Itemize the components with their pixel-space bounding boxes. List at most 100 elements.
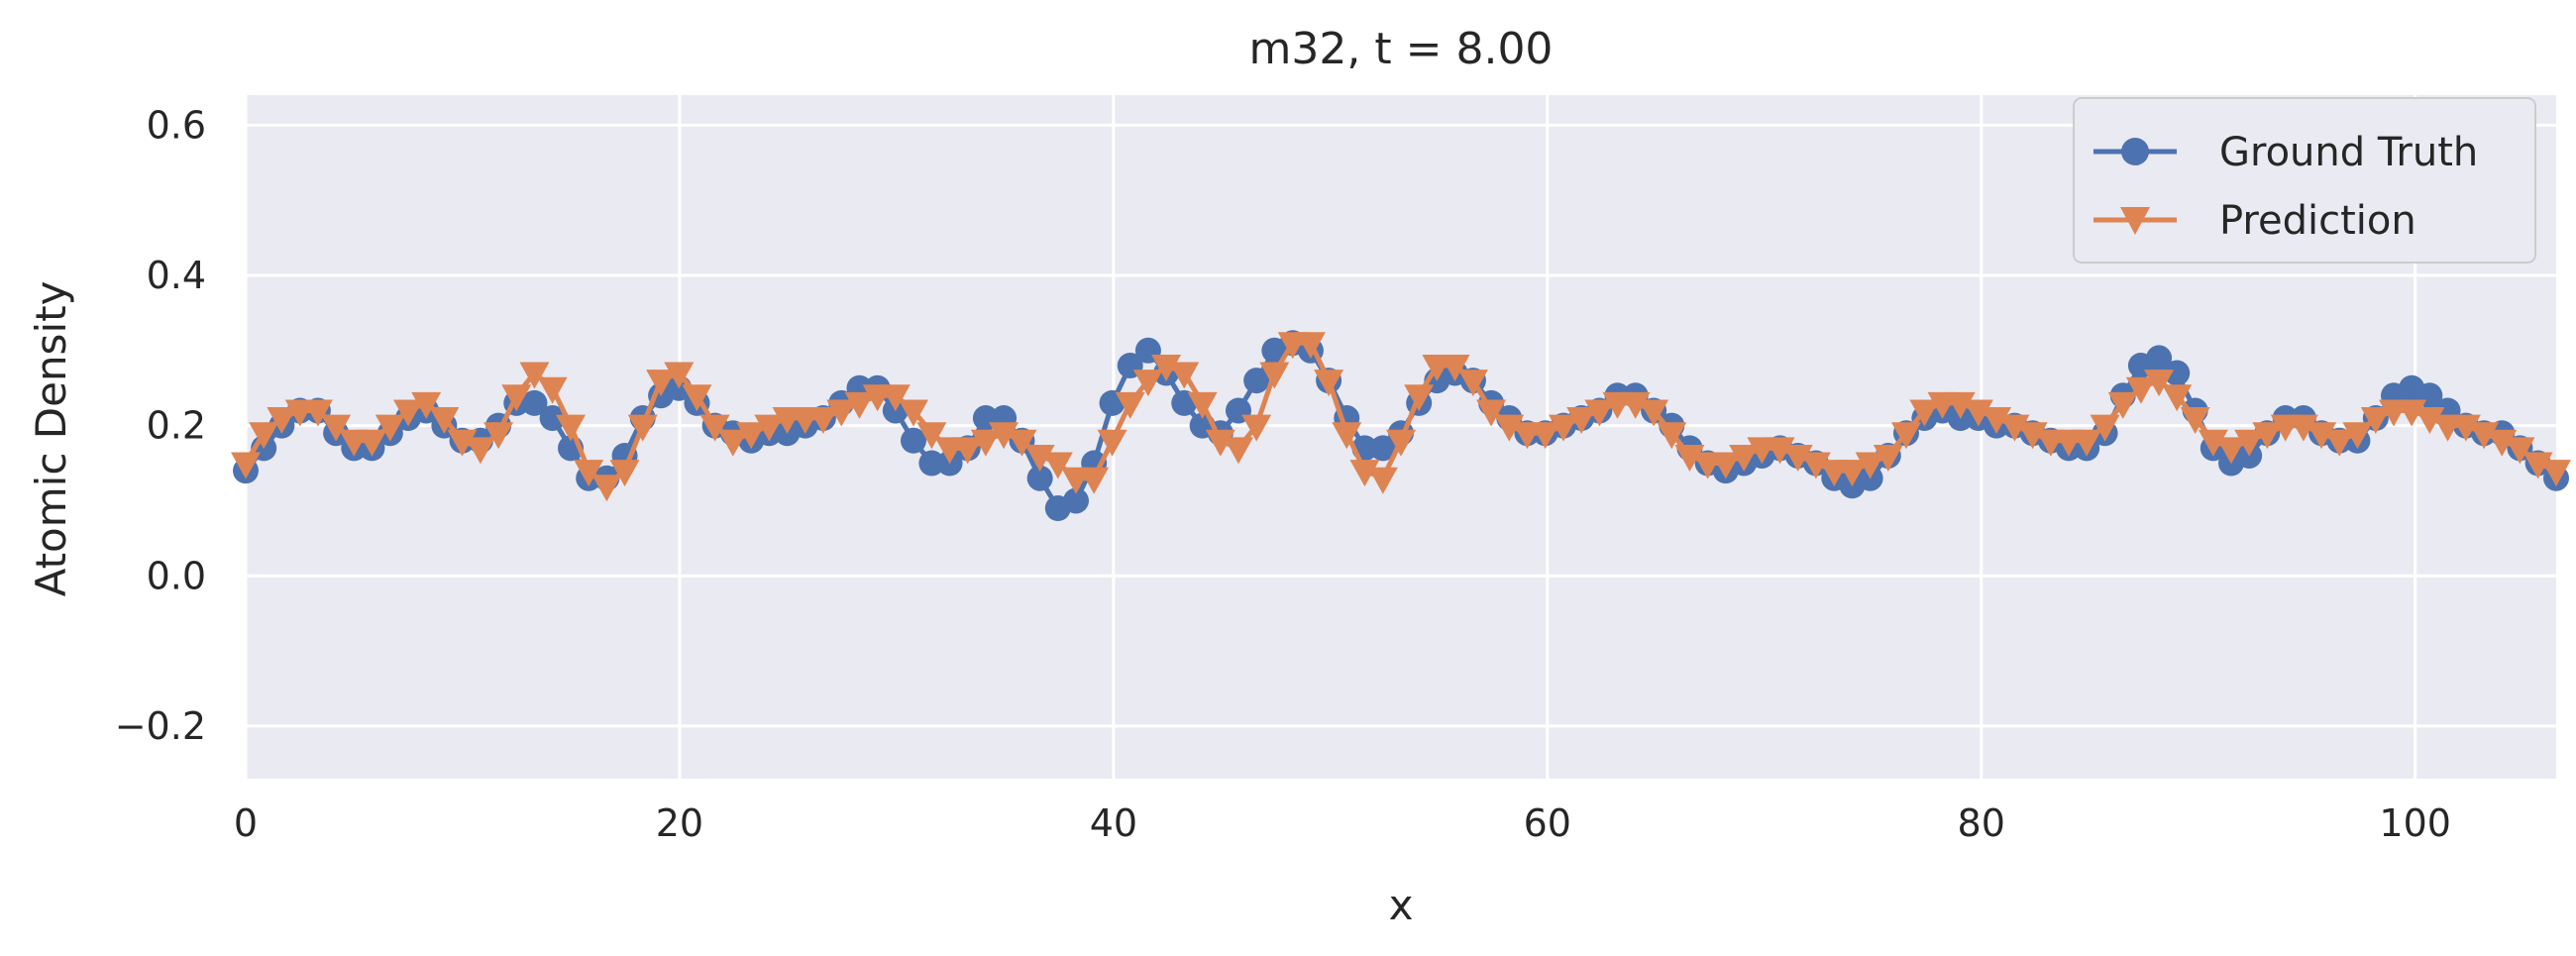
data-point-prediction <box>537 376 568 404</box>
data-point-prediction <box>1295 332 1326 360</box>
data-point-prediction <box>916 422 947 450</box>
data-point-prediction <box>1151 354 1182 381</box>
data-point-prediction <box>1332 422 1362 450</box>
data-point-prediction <box>2360 407 2391 435</box>
data-point-prediction <box>1007 429 1037 457</box>
data-point-prediction <box>2017 422 2048 450</box>
data-point-prediction <box>2090 414 2120 442</box>
data-point-prediction <box>2144 370 2175 397</box>
data-point-prediction <box>2522 452 2553 479</box>
data-point-prediction <box>2125 376 2156 404</box>
data-point-prediction <box>880 384 911 412</box>
legend-entry-ground-truth: Ground Truth <box>2093 130 2478 175</box>
data-point-prediction <box>898 399 928 427</box>
data-point-prediction <box>1674 444 1705 472</box>
data-point-prediction <box>1729 444 1760 472</box>
tick-labels: 0 20 40 60 80 100 −0.2 0.0 0.2 0.4 0.6 <box>115 103 2451 845</box>
data-point-prediction <box>826 399 857 427</box>
data-point-prediction <box>2180 407 2210 435</box>
data-point-prediction <box>1024 444 1055 472</box>
data-point-prediction <box>989 422 1020 450</box>
data-point-ground-truth <box>1369 435 1396 462</box>
data-point-prediction <box>736 422 767 450</box>
data-point-prediction <box>2469 422 2500 450</box>
data-point-prediction <box>1530 422 1560 450</box>
data-point-prediction <box>2450 414 2481 442</box>
data-point-prediction <box>1259 362 1290 389</box>
data-point-prediction <box>2307 422 2337 450</box>
data-point-ground-truth <box>1062 487 1089 514</box>
data-point-prediction <box>970 429 1001 457</box>
data-point-prediction <box>2162 384 2193 412</box>
data-point-prediction <box>465 437 495 465</box>
x-tick-label: 0 <box>234 801 258 845</box>
data-point-prediction <box>1115 391 1145 419</box>
data-point-prediction <box>1945 391 1976 419</box>
x-tick-label: 20 <box>656 801 703 845</box>
data-point-ground-truth <box>539 405 566 432</box>
y-tick-label: 0.6 <box>147 103 206 147</box>
data-point-prediction <box>231 452 261 479</box>
data-point-ground-truth <box>2146 345 2173 372</box>
x-tick-label: 80 <box>1958 801 2005 845</box>
y-axis-label: Atomic Density <box>27 281 75 597</box>
data-point-prediction <box>501 384 532 412</box>
data-point-prediction <box>1349 460 1380 487</box>
data-point-prediction <box>1079 467 1110 494</box>
data-point-prediction <box>1386 429 1416 457</box>
data-point-prediction <box>1494 414 1525 442</box>
data-point-prediction <box>1241 414 1272 442</box>
data-point-prediction <box>1620 391 1651 419</box>
data-point-ground-truth <box>1026 465 1053 491</box>
data-point-prediction <box>664 362 695 389</box>
data-point-prediction <box>609 460 640 487</box>
data-point-ground-truth <box>2164 360 2191 386</box>
series-layer <box>231 330 2571 522</box>
data-point-prediction <box>2072 429 2102 457</box>
data-point-prediction <box>2288 414 2318 442</box>
legend-marker-ground-truth <box>2121 138 2149 165</box>
data-point-prediction <box>2234 429 2265 457</box>
data-point-prediction <box>1963 399 1993 427</box>
y-tick-label: 0.0 <box>147 554 206 597</box>
data-point-ground-truth <box>900 427 926 454</box>
data-point-prediction <box>1837 460 1868 487</box>
data-point-prediction <box>1187 391 1218 419</box>
data-point-prediction <box>429 407 460 435</box>
data-point-prediction <box>646 370 677 397</box>
data-point-prediction <box>591 475 622 502</box>
data-point-prediction <box>1549 414 1579 442</box>
data-point-prediction <box>1440 354 1470 381</box>
data-point-prediction <box>1710 452 1741 479</box>
data-point-prediction <box>2252 422 2283 450</box>
legend: Ground Truth Prediction <box>2073 97 2536 264</box>
x-tick-label: 100 <box>2379 801 2451 845</box>
data-point-prediction <box>844 391 875 419</box>
data-point-prediction <box>267 407 297 435</box>
data-point-prediction <box>1855 452 1885 479</box>
data-point-prediction <box>574 460 604 487</box>
data-point-prediction <box>1205 429 1235 457</box>
data-point-prediction <box>2415 407 2445 435</box>
data-point-prediction <box>1765 437 1795 465</box>
data-point-prediction <box>2324 429 2355 457</box>
data-point-prediction <box>807 407 838 435</box>
data-point-prediction <box>952 437 983 465</box>
data-point-prediction <box>411 391 442 419</box>
data-point-prediction <box>1657 422 1687 450</box>
data-point-prediction <box>2541 460 2571 487</box>
data-point-prediction <box>2215 437 2246 465</box>
data-point-prediction <box>627 414 658 442</box>
data-point-prediction <box>2198 429 2228 457</box>
data-point-ground-truth <box>1243 368 1270 394</box>
legend-label-ground-truth: Ground Truth <box>2219 130 2478 175</box>
data-point-prediction <box>519 362 550 389</box>
legend-label-prediction: Prediction <box>2219 198 2416 244</box>
data-point-prediction <box>357 429 387 457</box>
data-point-prediction <box>249 422 279 450</box>
data-point-prediction <box>699 414 730 442</box>
data-point-prediction <box>1800 452 1831 479</box>
chart-title: m32, t = 8.00 <box>1249 24 1554 74</box>
data-point-prediction <box>1097 429 1127 457</box>
data-point-prediction <box>1314 370 1344 397</box>
